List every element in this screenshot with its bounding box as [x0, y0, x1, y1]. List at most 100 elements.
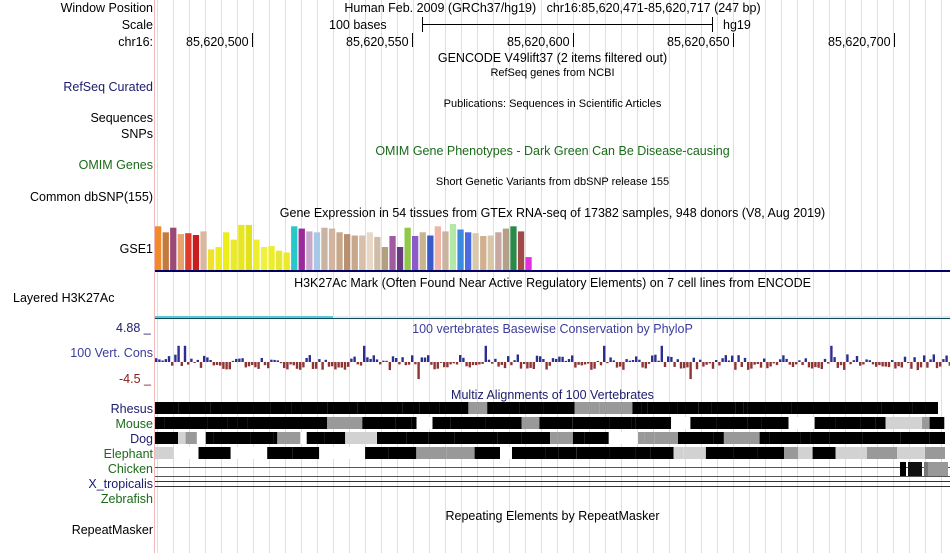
- cons-negative-bar: [817, 362, 820, 368]
- gtex-bar-chart[interactable]: [155, 222, 950, 274]
- multiz-block-mouse: [609, 417, 632, 429]
- multiz-block-elephant: [812, 447, 836, 459]
- cons-positive-bar: [558, 356, 561, 362]
- cons-positive-bar: [923, 355, 926, 362]
- cons-positive-bar: [158, 359, 161, 362]
- gtex-bar: [268, 246, 275, 270]
- gtex-track-label[interactable]: GSE1: [119, 242, 153, 256]
- h3k27ac-signal-line: [155, 318, 950, 319]
- multiz-block-mouse: [860, 417, 876, 429]
- multiz-block-mouse: [411, 417, 417, 429]
- multiz-block-rhesus: [574, 402, 600, 414]
- gtex-bar: [457, 229, 464, 270]
- multiz-species-dog[interactable]: Dog: [130, 432, 153, 446]
- multiz-block-dog: [306, 432, 325, 444]
- cons-min-label: -4.5 _: [119, 372, 151, 386]
- cons-negative-bar: [859, 362, 862, 366]
- sequences-track-label[interactable]: Sequences: [90, 111, 153, 125]
- multiz-block-elephant: [198, 447, 231, 459]
- multiz-species-chicken[interactable]: Chicken: [107, 462, 153, 476]
- cons-negative-bar: [839, 362, 843, 366]
- multiz-species-zebrafish[interactable]: Zebrafish: [100, 492, 153, 506]
- dbsnp-track-label[interactable]: Common dbSNP(155): [30, 190, 153, 204]
- snps-track-label[interactable]: SNPs: [121, 127, 153, 141]
- gtex-track-title[interactable]: Gene Expression in 54 tissues from GTEx …: [279, 206, 826, 220]
- refseq-track-label[interactable]: RefSeq Curated: [63, 80, 153, 94]
- multiz-block-rhesus: [912, 402, 938, 414]
- multiz-species-x-tropicalis[interactable]: X_tropicalis: [88, 477, 153, 491]
- cons-negative-bar: [881, 362, 884, 367]
- cons-negative-bar: [807, 362, 811, 368]
- cons-negative-bar: [222, 362, 225, 369]
- multiz-block-elephant: [155, 447, 174, 459]
- cons-negative-bar: [548, 362, 551, 366]
- cons-positive-bar: [167, 356, 171, 362]
- cons-negative-bar: [910, 362, 913, 369]
- refseq-track-title[interactable]: RefSeq genes from NCBI: [490, 67, 615, 79]
- cons-track-label[interactable]: 100 Vert. Cons: [70, 346, 153, 360]
- multiz-block-rhesus: [242, 402, 271, 414]
- cons-positive-bar: [631, 360, 635, 362]
- multiz-block-elephant: [512, 447, 538, 459]
- multiz-species-rhesus[interactable]: Rhesus: [110, 402, 153, 416]
- cons-positive-bar: [731, 355, 734, 362]
- window-position-label: Window Position: [60, 1, 153, 15]
- multiz-species-elephant[interactable]: Elephant: [103, 447, 153, 461]
- multiz-block-mouse: [450, 417, 486, 429]
- cons-positive-bar: [411, 355, 414, 362]
- cons-positive-bar: [542, 359, 545, 362]
- gtex-bar: [404, 227, 411, 270]
- multiz-block-dog: [713, 432, 724, 444]
- scale-text: 100 bases: [329, 18, 387, 32]
- cons-negative-bar: [315, 362, 318, 369]
- omim-track-label[interactable]: OMIM Genes: [78, 158, 153, 172]
- multiz-block-rhesus: [698, 402, 712, 414]
- cons-negative-bar: [430, 362, 433, 365]
- multiz-block-rhesus: [327, 402, 358, 414]
- omim-track-title[interactable]: OMIM Gene Phenotypes - Dark Green Can Be…: [375, 144, 730, 158]
- multiz-species-mouse[interactable]: Mouse: [115, 417, 153, 431]
- cons-positive-bar: [833, 357, 836, 362]
- cons-negative-bar: [475, 362, 478, 366]
- gtex-bar: [230, 239, 237, 270]
- cons-positive-bar: [913, 357, 916, 362]
- multiz-block-dog: [644, 432, 655, 444]
- ruler-tick-3: 85,620,600: [507, 35, 570, 49]
- multiz-track-title[interactable]: Multiz Alignments of 100 Vertebrates: [451, 388, 654, 402]
- multiz-block-dog: [185, 432, 197, 444]
- h3k27ac-track-label[interactable]: Layered H3K27Ac: [13, 291, 115, 305]
- cons-track-title[interactable]: 100 vertebrates Basewise Conservation by…: [412, 322, 693, 336]
- multiz-block-dog: [377, 432, 407, 444]
- multiz-block-dog: [637, 432, 645, 444]
- gencode-track-title[interactable]: GENCODE V49lift37 (2 items filtered out): [437, 51, 668, 65]
- conservation-plot[interactable]: [155, 336, 950, 388]
- repeatmasker-track-title[interactable]: Repeating Elements by RepeatMasker: [445, 509, 660, 523]
- cons-negative-bar: [641, 362, 644, 368]
- cons-positive-bar: [561, 356, 564, 362]
- cons-negative-bar: [679, 362, 683, 369]
- dbsnp-track-title[interactable]: Short Genetic Variants from dbSNP releas…: [435, 176, 670, 188]
- cons-negative-bar: [647, 362, 651, 364]
- cons-negative-bar: [452, 362, 455, 364]
- gtex-bar: [374, 236, 381, 270]
- h3k27ac-track-title[interactable]: H3K27Ac Mark (Often Found Near Active Re…: [294, 276, 811, 290]
- multiz-block-dog: [557, 432, 573, 444]
- repeatmasker-track-label[interactable]: RepeatMasker: [71, 523, 153, 537]
- multiz-block-mouse: [313, 417, 327, 429]
- multiz-block-mouse: [362, 417, 396, 429]
- multiz-block-rhesus: [468, 402, 488, 414]
- cons-negative-bar: [574, 362, 577, 368]
- multiz-block-elephant: [388, 447, 417, 459]
- cons-negative-bar: [590, 362, 593, 370]
- multiz-alignment-blocks[interactable]: [155, 401, 950, 491]
- cons-negative-bar: [279, 362, 283, 364]
- cons-positive-bar: [161, 360, 164, 362]
- cons-negative-bar: [689, 362, 692, 380]
- gtex-bar: [306, 231, 313, 270]
- position-text: Human Feb. 2009 (GRCh37/hg19) chr16:85,6…: [344, 1, 761, 15]
- cons-positive-bar: [484, 345, 487, 362]
- publications-track-title[interactable]: Publications: Sequences in Scientific Ar…: [443, 98, 662, 110]
- cons-positive-bar: [596, 361, 599, 362]
- cons-negative-bar: [878, 362, 881, 366]
- multiz-block-dog: [178, 432, 186, 444]
